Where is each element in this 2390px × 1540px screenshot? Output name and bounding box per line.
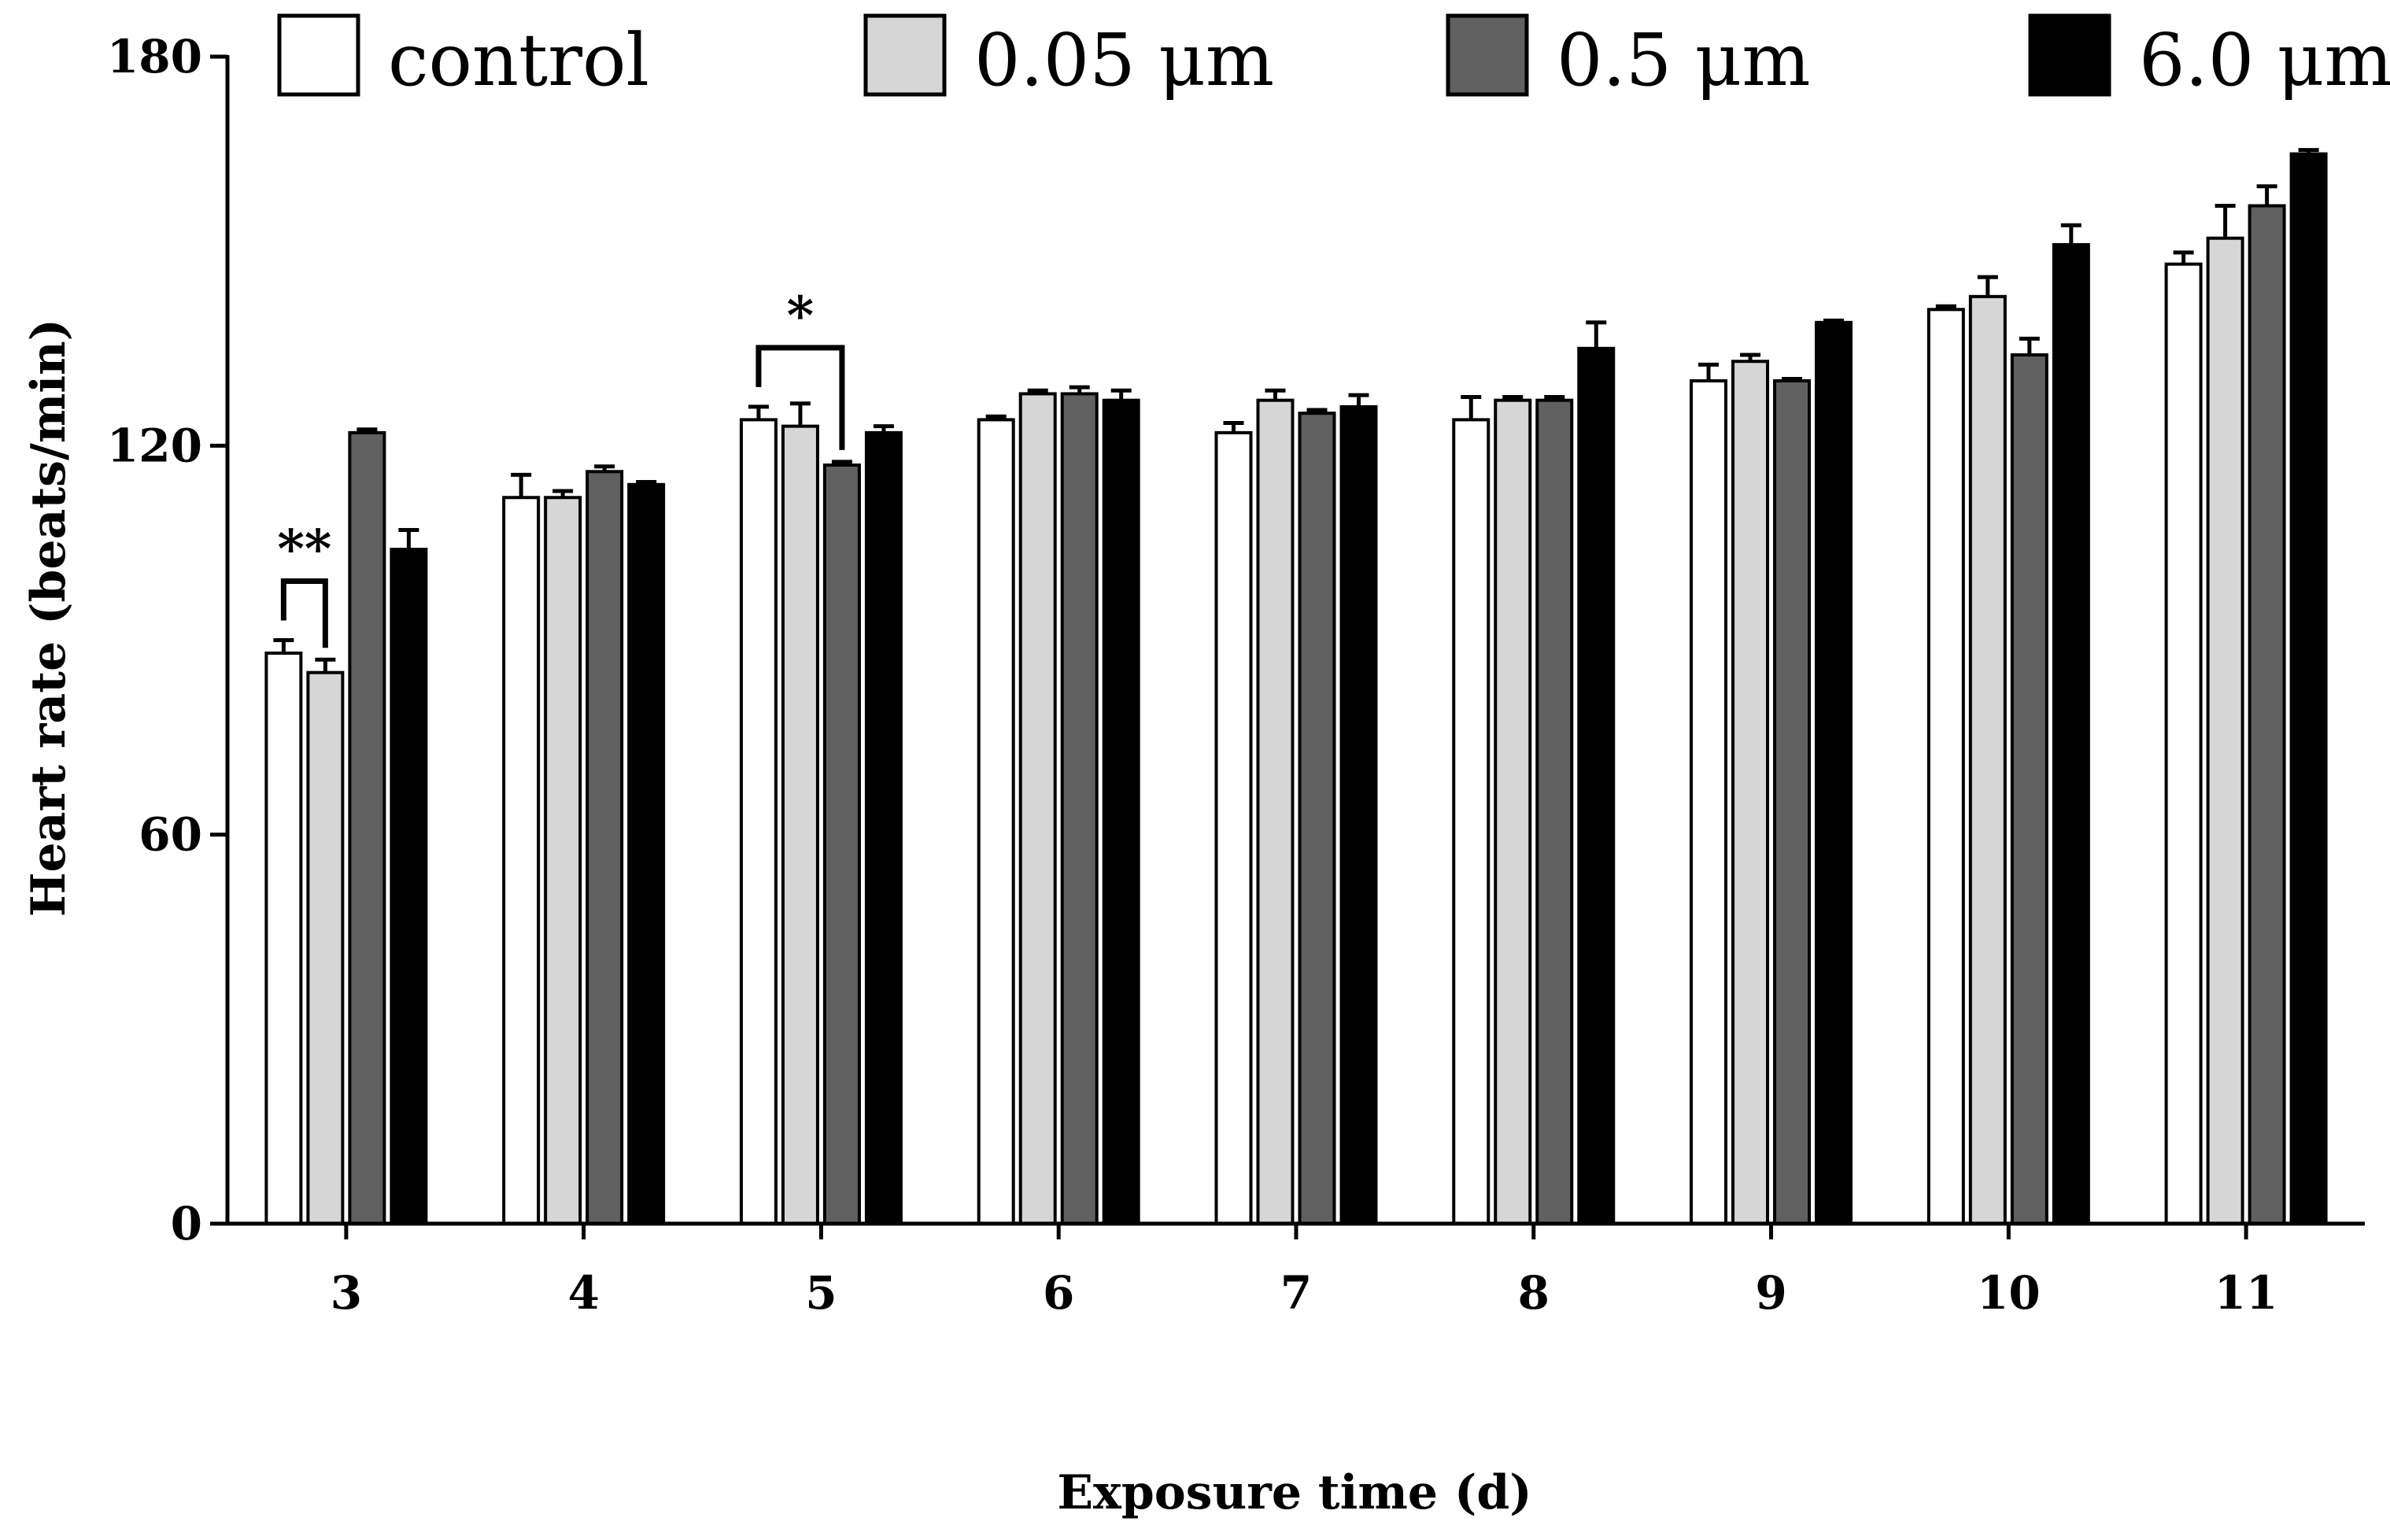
- x-tick-label: 5: [805, 1266, 837, 1320]
- x-tick-label: 3: [331, 1266, 362, 1320]
- x-tick-label: 11: [2215, 1266, 2278, 1320]
- legend-swatch: [277, 13, 360, 97]
- bar: [2164, 262, 2203, 1226]
- bar: [544, 496, 582, 1225]
- bar: [1018, 392, 1057, 1225]
- bar: [306, 670, 345, 1225]
- legend-swatch: [1446, 13, 1529, 97]
- bar: [1256, 398, 1295, 1225]
- y-tick-label: 120: [107, 419, 202, 472]
- bar: [2206, 236, 2244, 1226]
- legend: control 0.05 μm 0.5 μm 6.0 μm: [277, 13, 2390, 102]
- legend-label: 0.5 μm: [1557, 18, 1811, 102]
- bar: [2010, 353, 2048, 1225]
- legend-swatch: [863, 13, 947, 97]
- x-tick-label: 7: [1280, 1266, 1312, 1320]
- bar: [864, 430, 903, 1225]
- bar: [585, 470, 624, 1225]
- x-tick-label: 8: [1518, 1266, 1550, 1320]
- bar: [264, 651, 303, 1225]
- legend-label: control: [388, 18, 649, 102]
- bar: [1926, 308, 1965, 1226]
- x-tick-label: 4: [567, 1266, 599, 1320]
- x-tick-label: 10: [1977, 1266, 2041, 1320]
- axes: 0 60 120 180 3 4 5 6 7 8 9 10 11: [107, 30, 2365, 1320]
- y-tick-label: 180: [107, 30, 202, 83]
- bar: [822, 463, 861, 1225]
- bar: [1339, 404, 1378, 1225]
- bar: [1731, 360, 1770, 1225]
- bar: [1452, 418, 1491, 1225]
- significance-label: *: [787, 285, 815, 346]
- significance-bracket: [755, 345, 845, 450]
- bar: [1535, 398, 1574, 1225]
- bar: [1214, 430, 1253, 1225]
- bar: [739, 418, 778, 1225]
- legend-label: 6.0 μm: [2139, 18, 2390, 102]
- bar: [348, 430, 386, 1225]
- bar: [1968, 294, 2007, 1226]
- bar: [1060, 392, 1099, 1225]
- bar: [1494, 398, 1532, 1225]
- significance-label: **: [277, 519, 331, 580]
- x-tick-label: 9: [1755, 1266, 1786, 1320]
- bar: [627, 482, 666, 1225]
- bar: [1298, 412, 1336, 1225]
- bar: [1577, 346, 1616, 1225]
- bar: [2289, 152, 2328, 1225]
- legend-swatch: [2028, 13, 2111, 97]
- y-axis-title: Heart rate (beats/min): [21, 319, 76, 917]
- legend-label: 0.05 μm: [974, 18, 1274, 102]
- significance-bracket: [280, 578, 328, 648]
- bar: [1690, 379, 1728, 1225]
- bar: [2052, 242, 2090, 1226]
- bar: [781, 424, 819, 1225]
- x-tick-label: 6: [1043, 1266, 1074, 1320]
- x-axis-title: Exposure time (d): [1057, 1465, 1531, 1520]
- bar: [502, 496, 541, 1225]
- bar: [390, 548, 428, 1225]
- bar: [2248, 204, 2286, 1226]
- bar: [977, 418, 1015, 1225]
- error-bars: [273, 148, 2319, 673]
- bar: [1815, 320, 1853, 1225]
- significance-annotations: ***: [277, 285, 845, 648]
- y-tick-label: 0: [171, 1197, 202, 1250]
- bar: [1102, 398, 1140, 1225]
- y-tick-label: 60: [139, 808, 202, 862]
- bars: [264, 152, 2328, 1226]
- bar: [1773, 379, 1812, 1225]
